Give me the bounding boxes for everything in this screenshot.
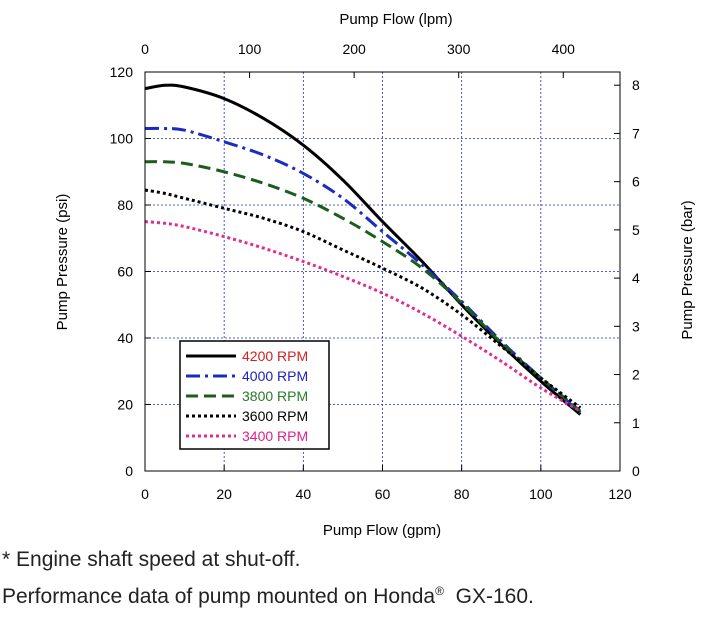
y-axis-label-left: Pump Pressure (psi) (54, 194, 71, 331)
y-axis-label-right: Pump Pressure (bar) (679, 200, 696, 339)
footnote-shutoff: * Engine shaft speed at shut-off. (2, 548, 301, 571)
x-tick-label-top: 100 (238, 41, 262, 57)
x-tick-label-bottom: 60 (375, 486, 391, 502)
y-tick-label-right: 1 (632, 415, 640, 431)
legend-label-3400-rpm: 3400 RPM (242, 428, 308, 444)
y-tick-label-right: 7 (632, 125, 640, 141)
x-tick-label-bottom: 40 (296, 486, 312, 502)
y-tick-label-left: 80 (117, 197, 133, 213)
x-tick-label-bottom: 0 (141, 486, 149, 502)
footnote-honda-suffix: GX-160. (443, 585, 534, 608)
y-tick-label-right: 3 (632, 318, 640, 334)
series-layer (144, 83, 582, 416)
footnote-honda: Performance data of pump mounted on Hond… (2, 584, 534, 609)
y-tick-label-left: 60 (117, 264, 133, 280)
legend-items: 4200 RPM 4000 RPM 3800 RPM 3600 RPM 3400 RPM (186, 348, 308, 444)
series-line-3400-rpm (144, 220, 582, 413)
footnote-honda-prefix: Performance data of pump mounted on Hond… (2, 585, 436, 608)
x-tick-label-top: 200 (342, 41, 366, 57)
legend: 4200 RPM 4000 RPM 3800 RPM 3600 RPM 3400 RPM (179, 340, 330, 450)
y-tick-label-right: 6 (632, 174, 640, 190)
x-tick-label-top: 400 (552, 41, 576, 57)
y-tick-label-left: 120 (110, 64, 134, 80)
x-tick-label-bottom: 100 (529, 486, 553, 502)
x-tick-label-bottom: 80 (454, 486, 470, 502)
registered-mark: ® (435, 584, 444, 598)
x-tick-label-bottom: 20 (216, 486, 232, 502)
legend-label-3600-rpm: 3600 RPM (242, 408, 308, 424)
y-tick-label-left: 20 (117, 397, 133, 413)
legend-label-4000-rpm: 4000 RPM (242, 368, 308, 384)
y-tick-label-right: 2 (632, 367, 640, 383)
legend-label-3800-rpm: 3800 RPM (242, 388, 308, 404)
y-tick-label-right: 4 (632, 270, 640, 286)
x-axis-label-top: Pump Flow (lpm) (339, 11, 452, 28)
x-tick-label-top: 0 (141, 41, 149, 57)
y-tick-label-right: 0 (632, 463, 640, 479)
y-tick-label-left: 40 (117, 330, 133, 346)
x-axis-label-bottom: Pump Flow (gpm) (323, 522, 441, 539)
x-tick-label-bottom: 120 (608, 486, 632, 502)
legend-label-4200-rpm: 4200 RPM (242, 348, 308, 364)
y-tick-label-right: 8 (632, 77, 640, 93)
y-tick-label-left: 100 (110, 131, 134, 147)
x-tick-label-top: 300 (447, 41, 471, 57)
series-line-3800-rpm (144, 160, 582, 413)
y-tick-label-left: 0 (125, 463, 133, 479)
series-line-4000-rpm (144, 126, 582, 414)
y-tick-label-right: 5 (632, 222, 640, 238)
